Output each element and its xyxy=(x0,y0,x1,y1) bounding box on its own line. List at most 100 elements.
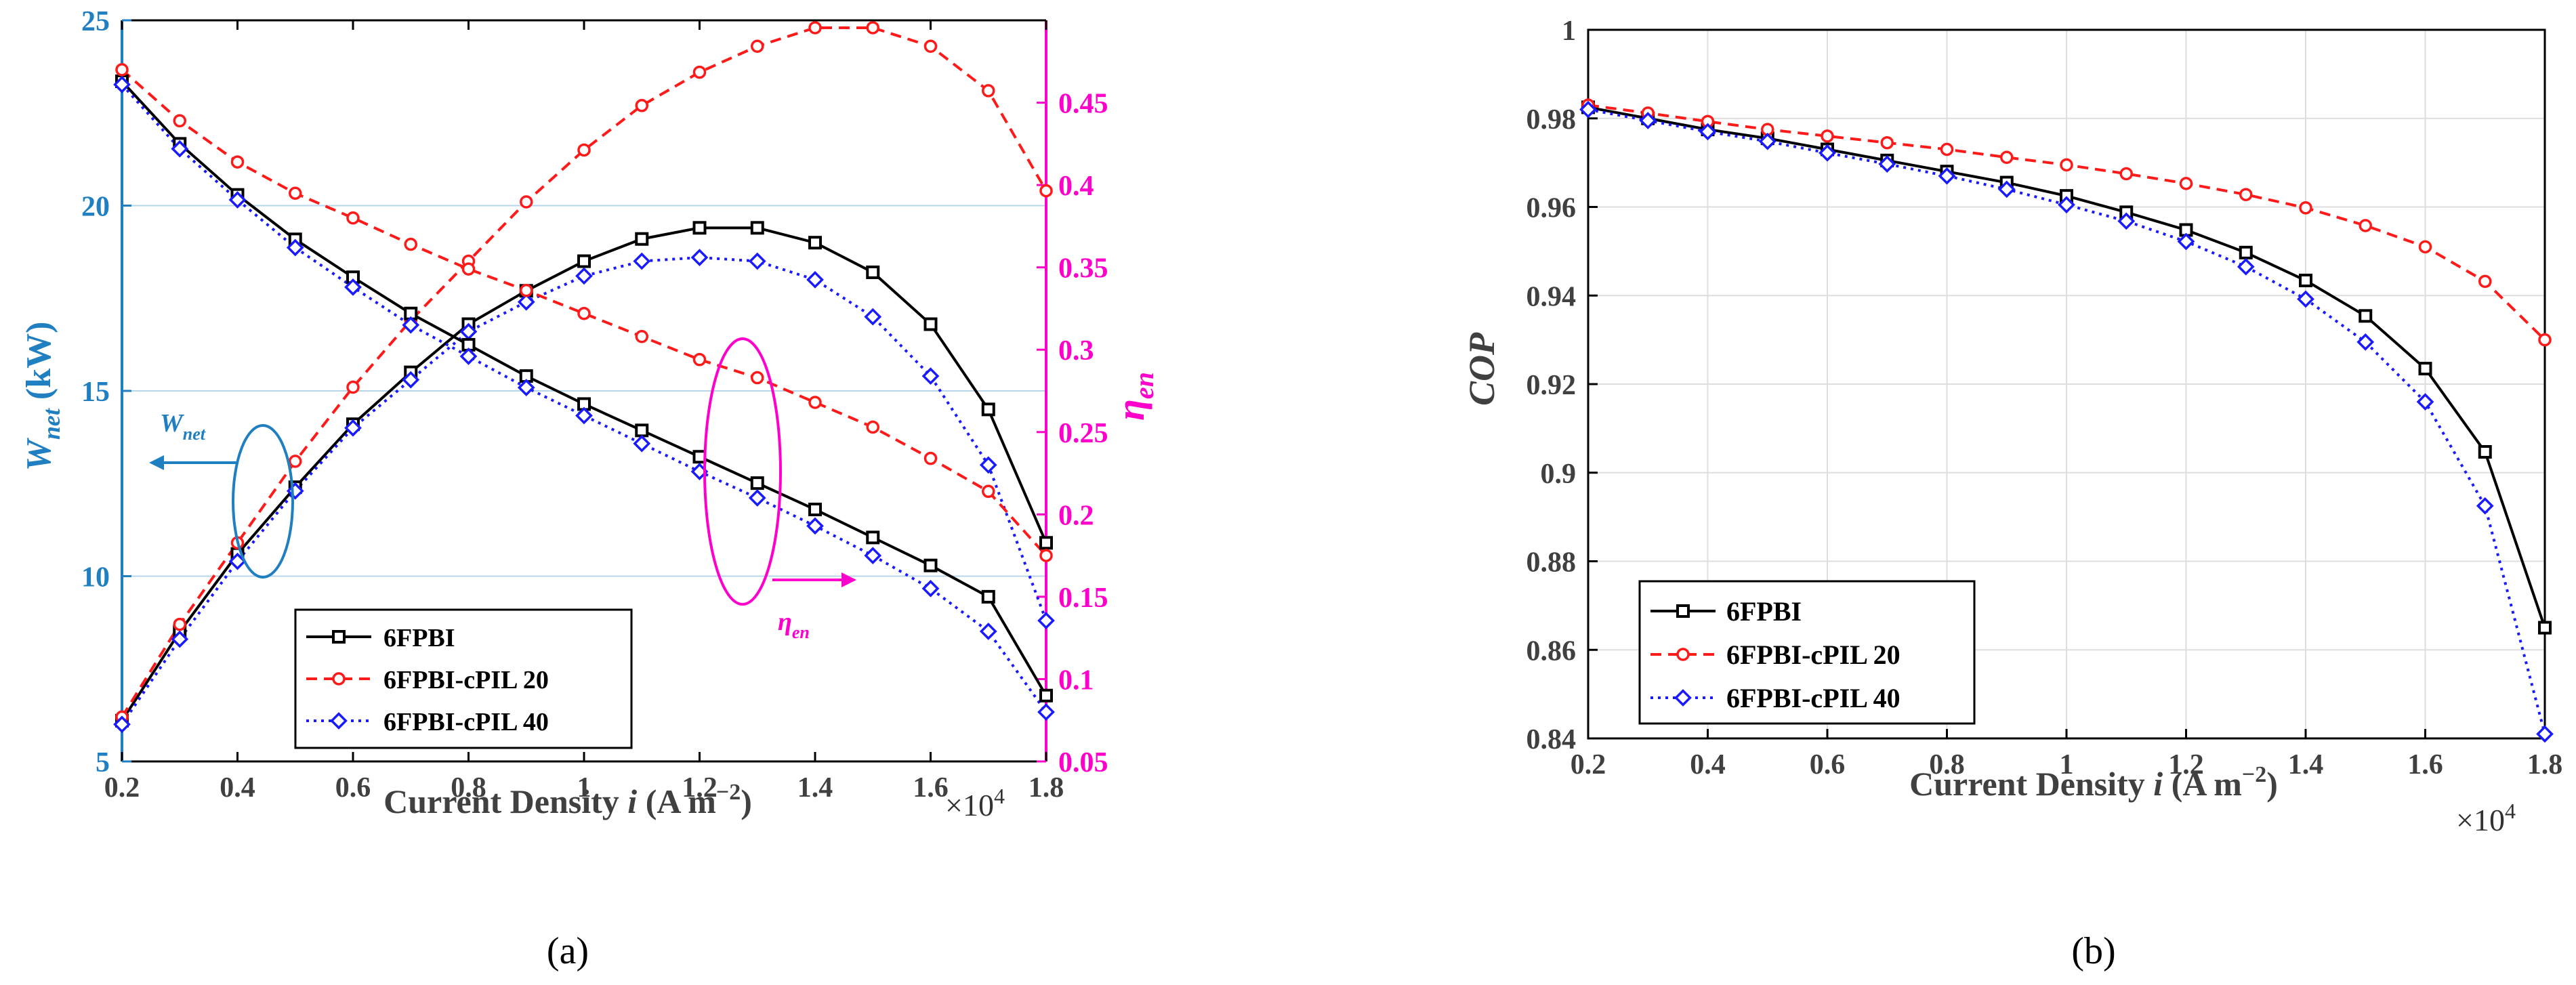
legend-label: 6FPBI xyxy=(383,624,455,652)
data-point xyxy=(1579,100,1597,119)
x-tick-label: 1.4 xyxy=(2288,749,2324,780)
data-point-power xyxy=(806,271,824,289)
data-point-efficiency xyxy=(1039,549,1053,562)
y-right-tick-label: 0.2 xyxy=(1058,500,1094,531)
x-tick-label: 1.4 xyxy=(797,772,833,803)
data-point-efficiency xyxy=(864,547,882,564)
data-point xyxy=(2060,158,2073,172)
data-point-efficiency xyxy=(806,517,824,535)
y-tick-label: 0.9 xyxy=(1541,459,1577,490)
data-point-efficiency xyxy=(230,155,245,169)
eta-arrowhead xyxy=(842,572,856,587)
chart-b-markers xyxy=(1579,98,2554,743)
data-point-efficiency xyxy=(459,348,478,365)
legend-label: 6FPBI xyxy=(1726,596,1802,627)
y-right-tick-label: 0.1 xyxy=(1058,665,1094,696)
x-tick-label: 1.2 xyxy=(2168,749,2204,780)
data-point-power xyxy=(286,482,304,500)
x-tick-label: 1.8 xyxy=(1029,772,1064,803)
data-point-power xyxy=(808,21,822,35)
x-tick-label: 0.6 xyxy=(1810,749,1846,780)
data-point-efficiency xyxy=(923,451,938,465)
data-point-efficiency xyxy=(1039,688,1053,703)
data-point-power xyxy=(635,232,649,246)
data-point-power xyxy=(1037,612,1055,630)
data-point-efficiency xyxy=(808,503,822,517)
data-point xyxy=(1819,144,1836,162)
legend-marker xyxy=(1674,689,1692,707)
data-point xyxy=(2356,333,2375,351)
y-left-tick-label: 10 xyxy=(81,562,110,593)
chart-b-axes xyxy=(1587,28,2546,740)
y-right-tick-label: 0.4 xyxy=(1058,171,1094,202)
legend-marker xyxy=(332,672,346,686)
chart-a-x-multiplier: ×104 xyxy=(945,784,1005,822)
data-point xyxy=(1997,180,2016,198)
data-point xyxy=(2117,212,2136,230)
data-point xyxy=(2478,274,2492,289)
chart-a-tick-labels: 0.2 0.4 0.6 0.8 1 1.2 1.4 1.6 1.8 5 10 15 20 25 0.05 0.… xyxy=(81,6,1108,803)
data-point-efficiency xyxy=(402,316,420,334)
y-tick-label: 0.96 xyxy=(1526,193,1577,224)
y-right-tick-label: 0.35 xyxy=(1058,253,1108,285)
data-point-power xyxy=(923,317,938,331)
data-point-power xyxy=(113,715,131,734)
chart-b-tick-labels: 0.2 0.4 0.6 0.8 1 1.2 1.4 1.6 1.8 0.84 0.86 0.88 0.9… xyxy=(1526,16,2563,780)
data-point-efficiency xyxy=(750,476,764,490)
data-point-power xyxy=(692,65,707,79)
chart-b-xlabel: Current Density i (A m−2) xyxy=(1909,762,2278,803)
data-point-efficiency xyxy=(808,396,822,409)
data-point xyxy=(2418,240,2432,254)
data-point-efficiency xyxy=(228,191,247,209)
data-point-power xyxy=(1039,536,1053,550)
data-point-power xyxy=(171,630,189,648)
legend-label: 6FPBI-cPIL 20 xyxy=(383,666,549,694)
data-point xyxy=(2538,333,2552,347)
x-tick-label: 0.8 xyxy=(451,772,486,803)
x-tick-label: 0.2 xyxy=(1571,749,1606,780)
y-tick-label: 0.94 xyxy=(1526,281,1577,312)
data-point xyxy=(1938,167,1956,185)
data-point xyxy=(1758,132,1777,150)
data-point-power xyxy=(981,402,995,417)
y-left-tick-label: 20 xyxy=(81,192,110,223)
data-point-power xyxy=(289,455,302,468)
data-point-power xyxy=(1039,184,1053,198)
legend-marker xyxy=(1676,604,1690,618)
data-point xyxy=(2179,177,2193,190)
data-point-efficiency xyxy=(344,278,362,296)
data-point xyxy=(2239,188,2253,201)
data-point xyxy=(1639,112,1657,129)
wnet-annotation-label: Wnet xyxy=(160,409,206,444)
y-tick-label: 0.88 xyxy=(1526,547,1577,579)
y-right-tick-label: 0.3 xyxy=(1058,335,1094,366)
chart-a-panel-label: (a) xyxy=(547,930,589,972)
chart-a-eta-annotation: ηen xyxy=(703,337,856,642)
data-point-efficiency xyxy=(635,423,649,438)
data-point-efficiency xyxy=(113,75,131,93)
x-tick-label: 1.6 xyxy=(913,772,949,803)
x-tick-label: 1.6 xyxy=(2407,749,2443,780)
data-point-efficiency xyxy=(404,237,417,251)
y-left-tick-label: 15 xyxy=(81,377,110,408)
series-line-power-1 xyxy=(121,26,1047,718)
chart-a-markers xyxy=(113,21,1055,734)
data-point xyxy=(2237,257,2255,276)
data-point-power xyxy=(173,617,186,631)
legend-box xyxy=(1638,580,1976,725)
chart-a-wnet-annotation: Wnet xyxy=(149,409,294,579)
data-point xyxy=(2299,201,2312,215)
data-point xyxy=(2416,393,2434,411)
data-point-power xyxy=(635,99,648,112)
data-point-efficiency xyxy=(981,589,995,604)
data-point-power xyxy=(633,252,651,270)
data-point-efficiency xyxy=(289,186,302,201)
y-left-tick-label: 5 xyxy=(96,747,110,778)
legend-marker xyxy=(330,712,348,730)
chart-b-panel-label: (b) xyxy=(2071,930,2115,972)
chart-b: 0.2 0.4 0.6 0.8 1 1.2 1.4 1.6 1.8 0.84 0.86 0.88 0.9… xyxy=(1461,16,2562,972)
data-point-power xyxy=(692,221,707,235)
x-tick-label: 0.8 xyxy=(1929,749,1965,780)
data-point xyxy=(2418,362,2432,376)
